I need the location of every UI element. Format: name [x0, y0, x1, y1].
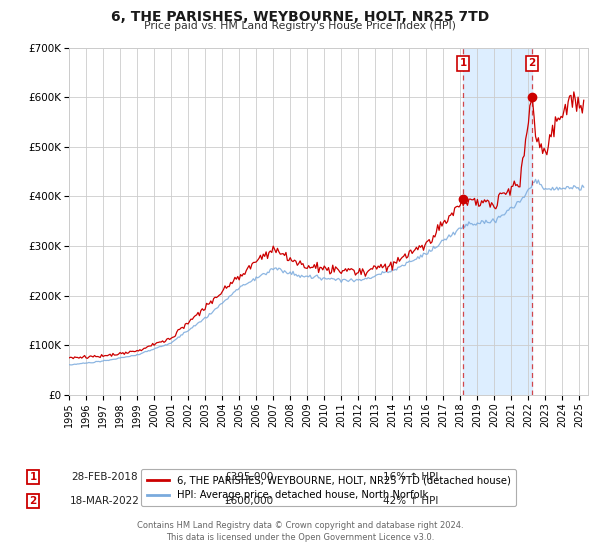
Text: 1: 1: [29, 472, 37, 482]
Bar: [463, 48, 532, 395]
Text: 1: 1: [460, 58, 467, 68]
Text: Price paid vs. HM Land Registry's House Price Index (HPI): Price paid vs. HM Land Registry's House …: [144, 21, 456, 31]
Text: £600,000: £600,000: [224, 496, 274, 506]
Text: 6, THE PARISHES, WEYBOURNE, HOLT, NR25 7TD: 6, THE PARISHES, WEYBOURNE, HOLT, NR25 7…: [111, 10, 489, 24]
Text: 2: 2: [29, 496, 37, 506]
Text: 18-MAR-2022: 18-MAR-2022: [70, 496, 140, 506]
Text: Contains HM Land Registry data © Crown copyright and database right 2024.: Contains HM Land Registry data © Crown c…: [137, 521, 463, 530]
Text: 28-FEB-2018: 28-FEB-2018: [71, 472, 139, 482]
Text: 2: 2: [529, 58, 536, 68]
Text: 16% ↑ HPI: 16% ↑ HPI: [383, 472, 439, 482]
Text: 42% ↑ HPI: 42% ↑ HPI: [383, 496, 439, 506]
Text: This data is licensed under the Open Government Licence v3.0.: This data is licensed under the Open Gov…: [166, 533, 434, 542]
Text: £395,000: £395,000: [224, 472, 274, 482]
Legend: 6, THE PARISHES, WEYBOURNE, HOLT, NR25 7TD (detached house), HPI: Average price,: 6, THE PARISHES, WEYBOURNE, HOLT, NR25 7…: [140, 469, 517, 506]
